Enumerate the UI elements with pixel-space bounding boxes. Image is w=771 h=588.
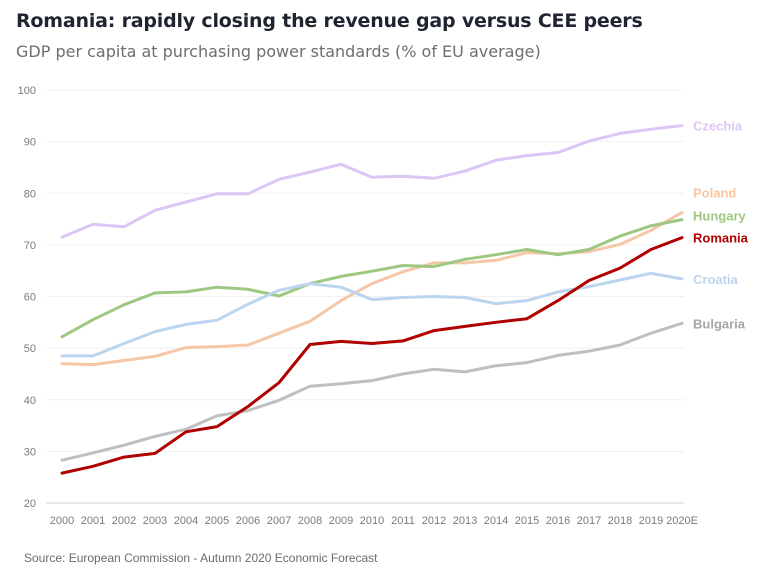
x-tick-label: 2003 bbox=[143, 515, 167, 527]
y-tick-label: 80 bbox=[24, 188, 36, 200]
x-tick-label: 2020E bbox=[666, 515, 698, 527]
y-tick-label: 20 bbox=[24, 498, 36, 510]
series-label-hungary: Hungary bbox=[693, 209, 747, 224]
y-tick-label: 90 bbox=[24, 137, 36, 149]
gridlines bbox=[46, 89, 684, 504]
series-line-poland bbox=[60, 210, 684, 367]
series-label-romania: Romania bbox=[693, 231, 749, 246]
y-tick-label: 30 bbox=[24, 446, 36, 458]
series-line-czechia bbox=[60, 124, 684, 239]
series-label-czechia: Czechia bbox=[693, 119, 743, 134]
source-note: Source: European Commission - Autumn 202… bbox=[24, 551, 378, 565]
x-tick-label: 2014 bbox=[484, 515, 508, 527]
x-tick-label: 2009 bbox=[329, 515, 353, 527]
series-lines bbox=[60, 124, 684, 475]
series-labels: Czechia Poland Hungary Romania Croatia Bulgar… bbox=[693, 119, 749, 332]
x-axis: 2000 2001 2002 2003 2004 2005 2006 2007 2008 2009… bbox=[50, 515, 698, 527]
x-tick-label: 2005 bbox=[205, 515, 229, 527]
x-tick-label: 2012 bbox=[422, 515, 446, 527]
x-tick-label: 2002 bbox=[112, 515, 136, 527]
x-tick-label: 2000 bbox=[50, 515, 74, 527]
chart-subtitle: GDP per capita at purchasing power stand… bbox=[16, 42, 541, 61]
series-label-bulgaria: Bulgaria bbox=[693, 316, 746, 331]
series-label-poland: Poland bbox=[693, 185, 736, 200]
x-tick-label: 2007 bbox=[267, 515, 291, 527]
x-tick-label: 2004 bbox=[174, 515, 198, 527]
chart-title: Romania: rapidly closing the revenue gap… bbox=[16, 10, 643, 32]
x-tick-label: 2006 bbox=[236, 515, 260, 527]
x-tick-label: 2016 bbox=[546, 515, 570, 527]
y-tick-label: 40 bbox=[24, 395, 36, 407]
x-tick-label: 2015 bbox=[515, 515, 539, 527]
series-line-romania bbox=[60, 236, 684, 475]
x-tick-label: 2010 bbox=[360, 515, 384, 527]
y-tick-label: 50 bbox=[24, 343, 36, 355]
x-tick-label: 2008 bbox=[298, 515, 322, 527]
series-line-bulgaria bbox=[60, 321, 684, 462]
y-tick-label: 70 bbox=[24, 240, 36, 252]
y-tick-label: 60 bbox=[24, 292, 36, 304]
x-tick-label: 2011 bbox=[391, 515, 415, 527]
series-line-hungary bbox=[60, 218, 684, 339]
x-tick-label: 2017 bbox=[577, 515, 601, 527]
x-tick-label: 2013 bbox=[453, 515, 477, 527]
x-tick-label: 2019 bbox=[639, 515, 663, 527]
series-label-croatia: Croatia bbox=[693, 272, 739, 287]
x-tick-label: 2018 bbox=[608, 515, 632, 527]
y-axis: 20 30 40 50 60 70 80 90 100 bbox=[18, 85, 36, 510]
y-tick-label: 100 bbox=[18, 85, 36, 97]
x-tick-label: 2001 bbox=[81, 515, 105, 527]
